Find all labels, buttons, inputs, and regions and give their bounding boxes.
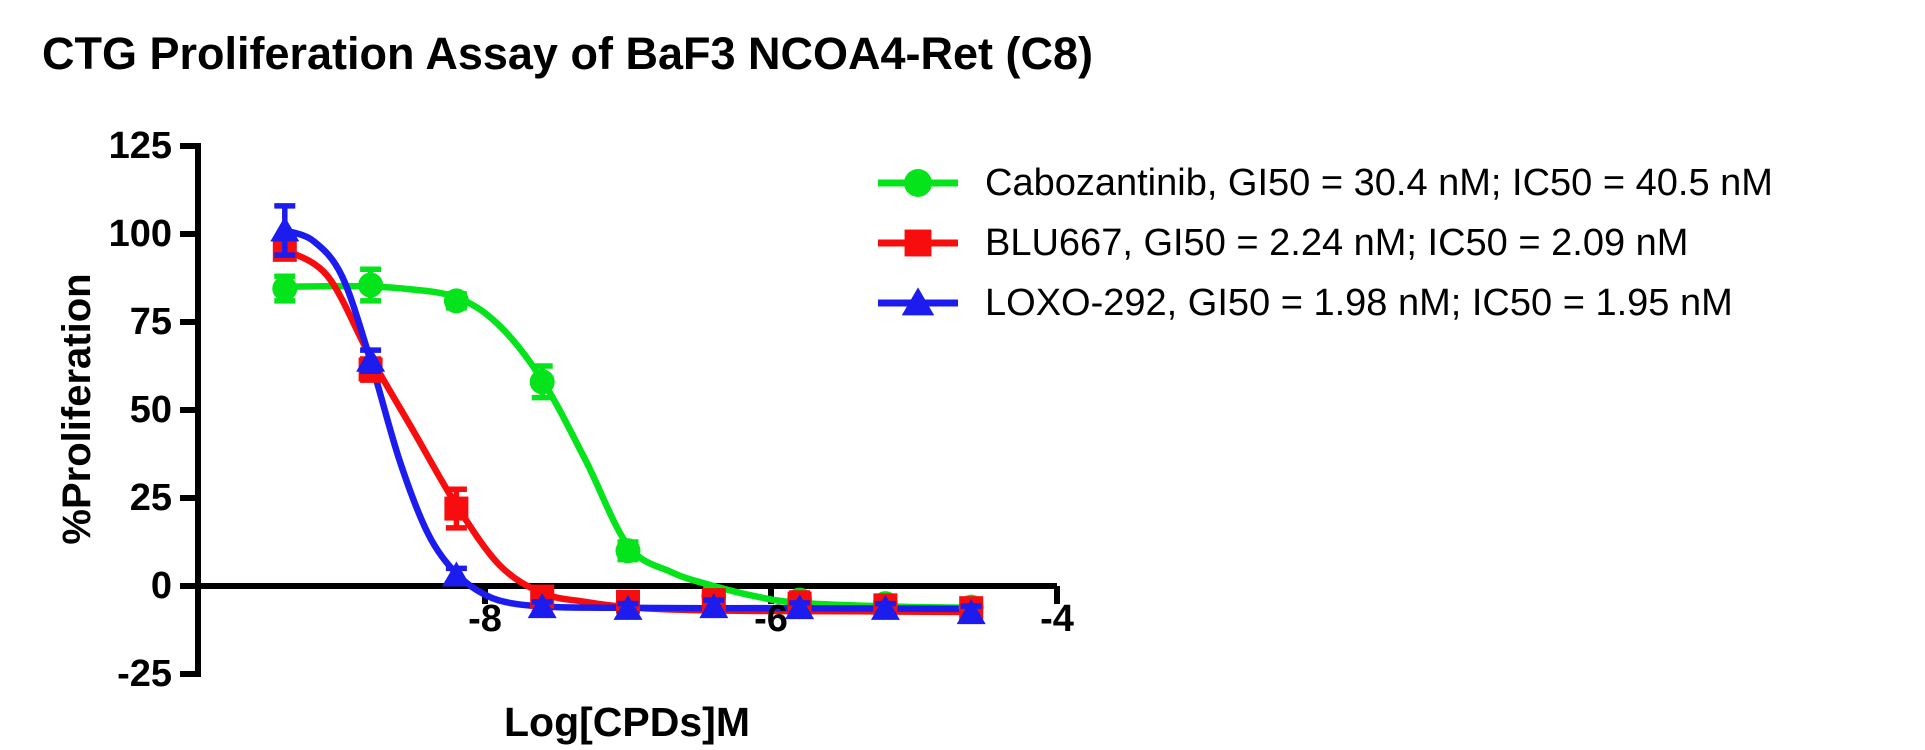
y-tick-label-50: 50 [129,389,172,431]
x-axis-title: Log[CPDs]M [504,699,750,745]
y-tick-label-125: 125 [108,125,172,167]
series-cabozantinib-marker-circle-icon [615,538,641,564]
series-loxo-292-marker-triangle-icon [270,216,300,242]
y-tick-label-75: 75 [129,301,172,343]
series-cabozantinib-marker-circle-icon [443,288,469,314]
x-tick-label--8: -8 [468,598,502,640]
x-tick-label--4: -4 [1040,598,1074,640]
series-loxo-292-marker-triangle-icon [699,593,729,619]
series-loxo-292-marker-triangle-icon [613,594,643,620]
y-tick-label-25: 25 [129,477,172,519]
series-loxo-292-marker-triangle-icon [527,593,557,619]
series-cabozantinib-marker-circle-icon [529,369,555,395]
x-tick-label--6: -6 [754,598,788,640]
series-loxo-292-marker-triangle-icon [956,599,986,625]
series-loxo-292-marker-triangle-icon [785,594,815,620]
legend-marker-loxo-292-triangle-icon [901,287,935,316]
y-tick-label-0: 0 [150,565,172,607]
series-cabozantinib-marker-circle-icon [272,276,298,302]
series-blu667-marker-square-icon [444,496,469,521]
y-tick-label--25: -25 [117,653,172,695]
legend-marker-cabozantinib-circle-icon [904,169,932,197]
legend-marker-blu667-square-icon [904,229,932,257]
legend-item-loxo292: LOXO-292, GI50 = 1.98 nM; IC50 = 1.95 nM [985,277,1733,329]
legend-label-loxo292: LOXO-292, GI50 = 1.98 nM; IC50 = 1.95 nM [985,282,1733,324]
legend-label-blu667: BLU667, GI50 = 2.24 nM; IC50 = 2.09 nM [985,222,1689,264]
legend-item-blu667: BLU667, GI50 = 2.24 nM; IC50 = 2.09 nM [985,217,1688,269]
legend-label-cabozantinib: Cabozantinib, GI50 = 30.4 nM; IC50 = 40.… [985,162,1773,204]
series-loxo-292-marker-triangle-icon [441,561,471,587]
series-cabozantinib-marker-circle-icon [358,272,384,298]
legend-item-cabozantinib: Cabozantinib, GI50 = 30.4 nM; IC50 = 40.… [985,157,1773,209]
chart-title: CTG Proliferation Assay of BaF3 NCOA4-Re… [42,28,1093,79]
series-loxo-292-marker-triangle-icon [870,594,900,620]
y-tick-label-100: 100 [108,213,172,255]
series-loxo-292-marker-triangle-icon [356,346,386,372]
